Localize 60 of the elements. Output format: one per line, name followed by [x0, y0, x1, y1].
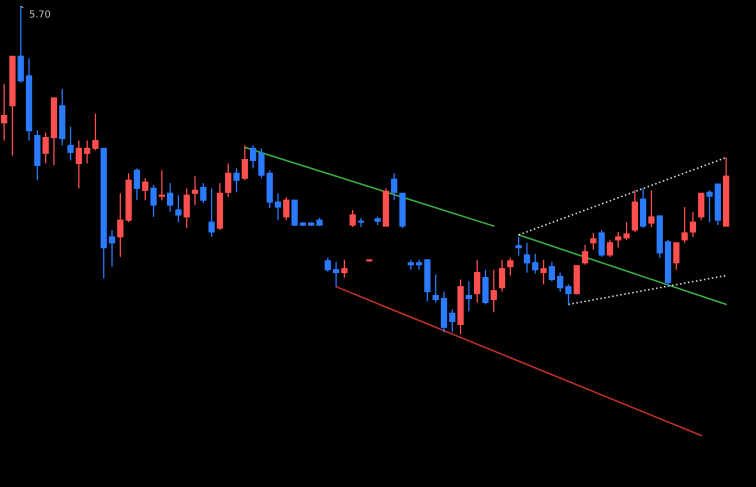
- candlestick: [76, 140, 82, 189]
- candlestick: [673, 242, 680, 270]
- candlestick: [134, 168, 140, 201]
- candlestick: [590, 232, 596, 250]
- candlestick: [108, 229, 116, 268]
- candlestick: [507, 257, 514, 276]
- candlestick: [516, 236, 522, 257]
- candlestick: [623, 221, 630, 240]
- candlestick: [1, 83, 8, 142]
- candlestick: [242, 144, 248, 181]
- candlestick: [166, 182, 174, 213]
- candlestick: [524, 242, 530, 274]
- annotation: 5.70: [30, 10, 50, 18]
- candlestick: [416, 259, 422, 270]
- candlestick: [150, 184, 157, 218]
- candlestick: [233, 168, 240, 193]
- candlestick: [682, 206, 688, 244]
- candlestick: [391, 172, 398, 201]
- candlestick: [598, 229, 605, 258]
- candlestick: [432, 274, 439, 304]
- candlestick: [142, 178, 148, 201]
- candlestick: [490, 269, 497, 313]
- candlestick: [532, 253, 538, 274]
- candlestick: [184, 188, 190, 229]
- candlestick: [474, 259, 480, 304]
- candlestick: [208, 188, 215, 238]
- candlestick: [274, 192, 282, 221]
- candlestick: [690, 211, 696, 238]
- candlestick: [698, 192, 704, 221]
- candlestick: [565, 284, 572, 306]
- candlestick: [548, 261, 555, 282]
- candlestick: [192, 176, 198, 206]
- candlestick: [283, 196, 290, 221]
- candlestick: [324, 257, 331, 272]
- candlestick: [540, 259, 547, 286]
- candlestick: [706, 190, 713, 223]
- candlestick: [158, 170, 165, 201]
- candlestick: [341, 259, 348, 278]
- candlestick: [615, 231, 622, 248]
- candlestick: [582, 244, 588, 266]
- candlestick: [358, 217, 364, 228]
- candlestick: [557, 272, 564, 292]
- candlestick: [67, 126, 74, 162]
- candlestick: [258, 148, 265, 179]
- candlestick: [117, 192, 124, 258]
- candlestick: [200, 182, 206, 204]
- candlestick: [606, 239, 614, 258]
- candlestick: [498, 259, 506, 292]
- candlestick: [250, 144, 256, 169]
- candlestick: [350, 209, 356, 228]
- candlestick: [332, 261, 340, 288]
- candlestick: [408, 259, 414, 270]
- candlestick: [648, 190, 655, 228]
- candlestick: [466, 280, 472, 312]
- candlestick: [42, 132, 49, 164]
- candlestick: [225, 162, 232, 198]
- candlestick: [449, 308, 456, 333]
- candlestick: [175, 194, 182, 223]
- candlestick: [84, 140, 90, 164]
- candlestick: [92, 113, 99, 151]
